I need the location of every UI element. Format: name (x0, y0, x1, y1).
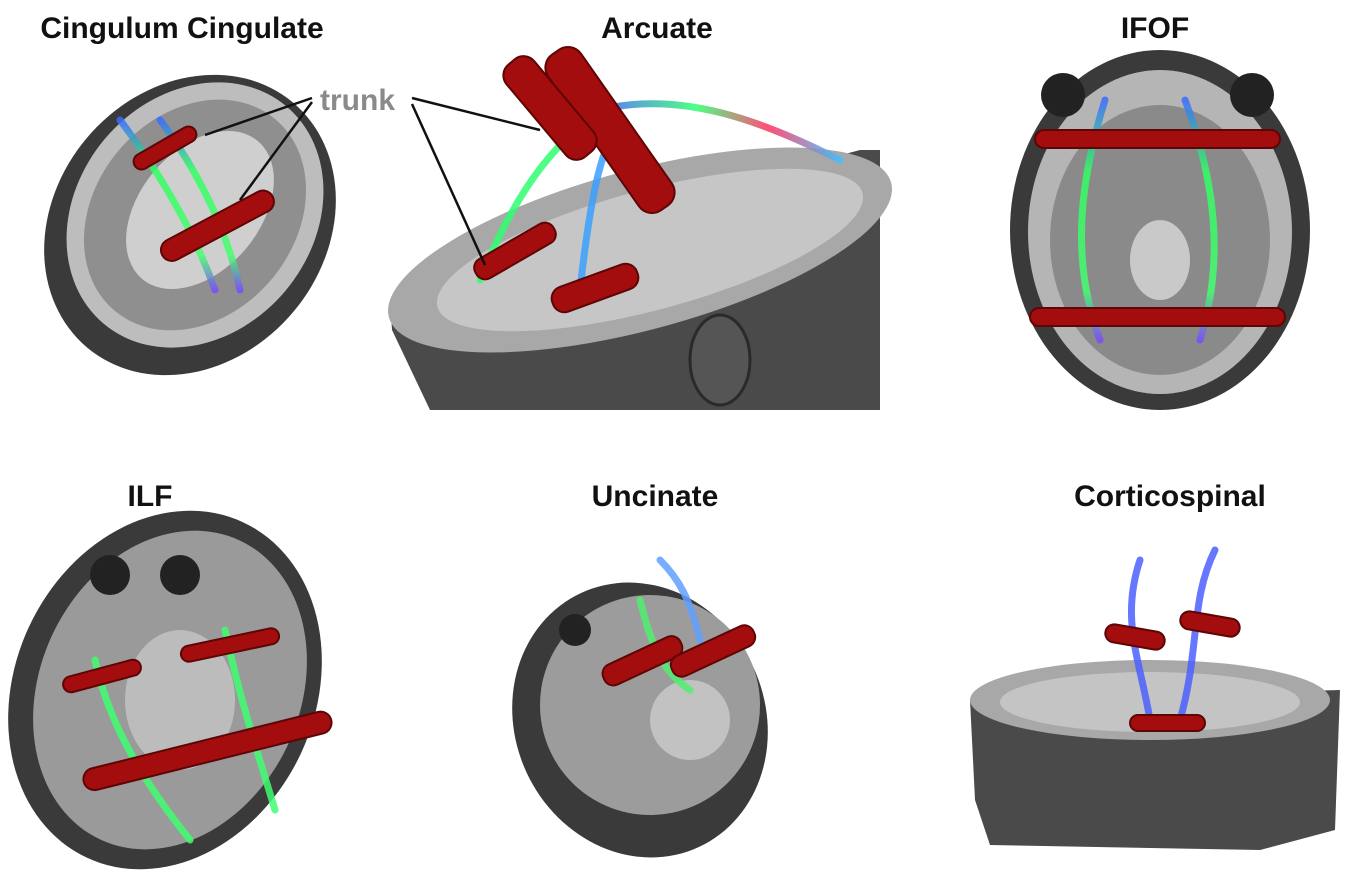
panel-title: Corticospinal (1074, 480, 1266, 513)
panel-title: ILF (128, 480, 173, 513)
panel-ilf (8, 510, 333, 870)
panel-title: Arcuate (601, 12, 713, 45)
panel-uncinate (512, 556, 768, 858)
panel-title: IFOF (1121, 12, 1189, 45)
panel-ifof (1010, 50, 1310, 410)
panel-cingulum (44, 74, 336, 376)
trunk-label: trunk (320, 84, 395, 117)
trunk-pointers (204, 96, 541, 266)
panel-title: Uncinate (592, 480, 719, 513)
panel-arcuate (388, 45, 892, 410)
panel-title: Cingulum Cingulate (40, 12, 323, 45)
panel-corticospinal (970, 546, 1340, 850)
